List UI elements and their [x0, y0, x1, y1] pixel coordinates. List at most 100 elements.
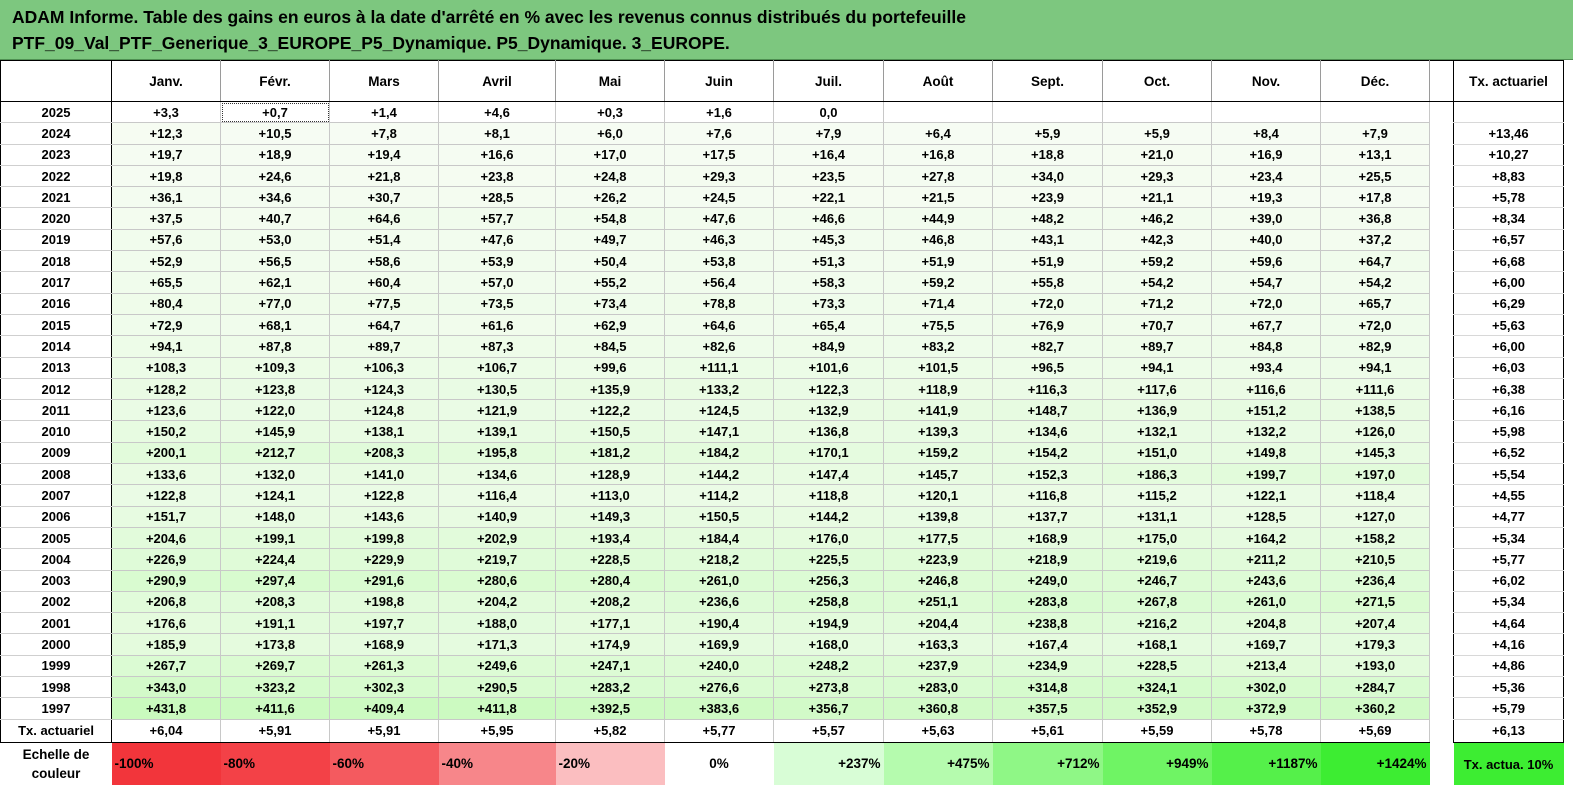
gain-cell: +116,4: [438, 484, 556, 507]
gain-cell: +59,6: [1211, 250, 1321, 273]
gain-cell: +168,1: [1102, 633, 1212, 656]
gain-cell: +116,3: [992, 377, 1103, 401]
month-header: Janv.: [111, 60, 221, 102]
gain-cell: +53,8: [664, 250, 774, 273]
column-gap: [1429, 719, 1454, 743]
gain-cell: +4,6: [438, 100, 556, 124]
gain-cell: +106,3: [329, 356, 439, 379]
gain-cell: +352,9: [1102, 697, 1212, 720]
tx-actuariel-total-cell: +6,13: [1453, 718, 1564, 743]
gain-cell: +16,9: [1211, 143, 1321, 166]
gain-cell: +84,8: [1211, 335, 1321, 358]
gain-cell: +148,0: [220, 505, 330, 528]
gain-cell: +145,7: [883, 463, 993, 486]
tx-actuariel-cell: +5,54: [1453, 463, 1564, 486]
gain-cell: +118,8: [773, 484, 884, 507]
gain-cell: +145,3: [1320, 441, 1430, 465]
table-row: 1998 +343,0 +323,2 +302,3 +290,5 +283,2 +276,6…: [0, 676, 1564, 699]
gain-cell: +202,9: [438, 526, 556, 550]
gain-cell: +167,4: [992, 633, 1103, 656]
gain-cell: +58,3: [773, 271, 884, 294]
gain-cell: +21,8: [329, 164, 439, 188]
gain-cell: +13,1: [1320, 143, 1430, 166]
tx-actuariel-cell: +4,64: [1453, 612, 1564, 635]
gain-cell: +62,9: [555, 313, 665, 337]
column-gap: [1429, 570, 1454, 592]
gain-cell: +139,3: [883, 420, 993, 443]
table-row: 2006 +151,7 +148,0 +143,6 +140,9 +149,3 +150,5…: [0, 505, 1564, 528]
gain-cell: +47,6: [664, 207, 774, 230]
year-cell: 2014: [0, 335, 112, 358]
gain-cell: +87,8: [220, 335, 330, 358]
table-row: 2004 +226,9 +224,4 +229,9 +219,7 +228,5 +218,2…: [0, 548, 1564, 571]
gain-cell: +208,3: [220, 590, 330, 614]
gain-cell: +132,2: [1211, 420, 1321, 443]
gain-cell: +168,0: [773, 633, 884, 656]
gain-cell: +261,0: [1211, 590, 1321, 614]
gain-cell: +64,7: [329, 313, 439, 337]
gain-cell: +134,6: [992, 420, 1103, 443]
tx-actuariel-cell: +6,52: [1453, 442, 1564, 465]
gain-cell: +197,7: [329, 612, 439, 635]
gain-cell: +26,2: [555, 186, 665, 209]
gain-cell: +67,7: [1211, 313, 1321, 337]
gain-cell: +145,9: [220, 420, 330, 443]
gain-cell: +73,5: [438, 292, 556, 315]
tx-actuariel-row: Tx. actuariel +6,04 +5,91 +5,91 +5,95 +5,82 +5…: [0, 718, 1564, 743]
gain-cell: +147,1: [664, 420, 774, 443]
year-cell: 2008: [0, 463, 112, 486]
gain-cell: +150,5: [555, 420, 665, 443]
table-row: 2001 +176,6 +191,1 +197,7 +188,0 +177,1 +190,4…: [0, 612, 1564, 635]
gain-cell: +106,7: [438, 356, 556, 379]
gain-cell: +151,2: [1211, 399, 1321, 422]
year-cell: 2012: [0, 378, 112, 401]
year-cell: 2015: [0, 314, 112, 337]
gain-cell: +72,0: [1211, 292, 1321, 315]
gain-cell: +6,0: [555, 122, 665, 145]
tx-actuariel-month-cell: +5,63: [883, 718, 993, 743]
gain-cell: +136,9: [1102, 399, 1212, 422]
column-gap: [1429, 207, 1454, 230]
gain-cell: +144,2: [664, 463, 774, 486]
gain-cell: +314,8: [992, 676, 1103, 699]
gain-cell: +59,2: [1102, 250, 1212, 273]
column-gap: [1429, 612, 1454, 634]
column-gap: [1429, 271, 1454, 294]
gain-cell: +128,9: [555, 463, 665, 486]
gain-cell: +122,8: [329, 484, 439, 507]
gain-cell: +48,2: [992, 207, 1103, 230]
gain-cell: +258,8: [773, 590, 884, 614]
tx-actuariel-month-cell: +5,82: [555, 718, 665, 743]
gain-cell: +29,3: [1102, 164, 1212, 188]
table-row: 2007 +122,8 +124,1 +122,8 +116,4 +113,0 +114,2…: [0, 484, 1564, 507]
column-gap: [1429, 548, 1454, 571]
gain-cell: +0,7: [220, 100, 330, 124]
gain-cell: +22,1: [773, 186, 884, 209]
gain-cell: +122,1: [1211, 484, 1321, 507]
tx-actuariel-month-cell: +5,95: [438, 718, 556, 743]
gain-cell: +199,8: [329, 526, 439, 550]
gain-cell: 0,0: [773, 100, 884, 124]
year-cell: 2021: [0, 186, 112, 209]
gain-cell: +60,4: [329, 271, 439, 294]
gain-cell: +111,1: [664, 356, 774, 379]
gain-cell: +75,5: [883, 313, 993, 337]
tx-actuariel-cell: +5,98: [1453, 420, 1564, 443]
gain-cell: +152,3: [992, 463, 1103, 486]
table-row: 2012 +128,2 +123,8 +124,3 +130,5 +135,9 +133,2…: [0, 377, 1564, 401]
year-cell: 2007: [0, 484, 112, 507]
gains-table-container: Janv. Févr. Mars Avril Mai Juin Juil. Août Sept.…: [0, 60, 1564, 785]
gain-cell: +139,8: [883, 505, 993, 528]
table-row: 2025 +3,3 +0,7 +1,4 +4,6 +0,3 +1,6 0,0: [0, 100, 1564, 124]
tx-actuariel-cell: +5,34: [1453, 591, 1564, 614]
month-header: Sept.: [992, 60, 1103, 102]
gain-cell: +175,0: [1102, 526, 1212, 550]
tx-actuariel-cell: +6,57: [1453, 229, 1564, 252]
gain-cell: +204,2: [438, 590, 556, 614]
column-gap: [1429, 742, 1454, 785]
gain-cell: +122,3: [773, 377, 884, 401]
gain-cell: +80,4: [111, 292, 221, 315]
gain-cell: +46,8: [883, 228, 993, 252]
gain-cell: [1320, 100, 1430, 124]
gain-cell: +283,2: [555, 676, 665, 699]
